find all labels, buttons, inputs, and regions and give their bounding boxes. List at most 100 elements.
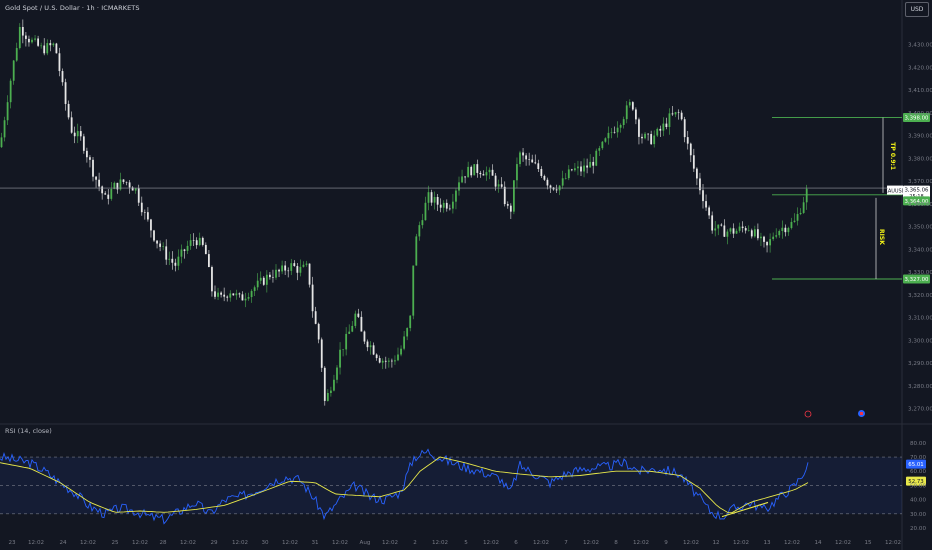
candle-body [375,354,378,359]
candle-body [787,227,790,233]
candle-body [107,194,110,199]
candle-body [46,43,49,54]
candle-body [223,294,226,297]
candle-body [509,205,512,212]
candle-body [720,224,723,226]
candle-body [28,38,30,43]
time-tick-label: 12:02 [180,540,196,546]
candle-body [595,150,598,166]
candle-body [772,236,775,240]
candle-body [134,188,137,191]
candle-body [394,360,396,362]
candle-body [67,103,70,118]
trade-overlays: TP 0.9:1 RISK 3,398.00 3,327.00 XAUUSD3,365.… [0,113,930,418]
candle-body [326,392,329,401]
time-tick-label: 12:02 [282,540,298,546]
candle-body [238,293,241,295]
candle-body [229,293,232,298]
candle-body [659,128,662,131]
candle-body [506,204,509,206]
entry-price-tag-bg [903,196,930,206]
time-tick-label: 12:02 [432,540,448,546]
time-tick-label: 12:02 [533,540,549,546]
time-tick-label: 25 [111,540,119,546]
candle-body [631,102,634,110]
candle-body [211,267,213,292]
currency-button[interactable]: USD [905,2,929,17]
candle-body [735,230,738,234]
candle-body [503,186,506,205]
price-tick-label: 3,360.00 [908,202,932,208]
price-tick-label: 3,300.00 [908,338,932,344]
price-tick-label: 3,410.00 [908,88,932,94]
candle-body [476,164,479,173]
time-tick-label: 12:02 [683,540,699,546]
candle-body [445,202,448,209]
candle-body [601,141,604,149]
candle-body [583,165,585,172]
candle-body [168,258,171,260]
candle-body [470,166,473,176]
candle-body [15,48,18,61]
candle-body [284,265,287,271]
time-tick-label: 12:02 [885,540,901,546]
candle-body [531,159,534,163]
tp-price-tag-bg [903,113,930,123]
candle-body [650,134,653,145]
candle-body [49,43,52,46]
event-flash-icon [804,410,812,418]
candle-body [113,182,116,189]
symbol-tag-bg [887,185,903,195]
candle-body [635,109,637,120]
candle-body [589,161,592,168]
candle-body [519,152,521,165]
axes: 3,430.00 3,420.00 3,410.00 3,400.00 3,390.00… [8,43,932,546]
candle-body [366,341,369,348]
candle-body [232,293,235,296]
candle-body [696,168,698,179]
candle-body [592,161,595,166]
candle-body [732,228,735,234]
time-tick-label: 13 [763,540,771,546]
candle-body [25,35,27,39]
sl-price-tag-bg [903,274,930,284]
candle-body [638,119,640,137]
candle-body [250,291,253,298]
candle-body [513,180,515,212]
candle-body [180,249,183,257]
candle-body [391,360,393,362]
candle-body [275,269,277,278]
candle-body [198,237,201,246]
candle-body [137,188,140,203]
candle-body [625,105,628,120]
candle-body [537,163,540,170]
candle-body [82,136,85,151]
candle-body [21,26,24,36]
candle-body [336,367,338,380]
candle-body [796,214,799,221]
candle-body [317,323,320,340]
rsi-value-tag: 65.01 [908,462,923,468]
rsi-indicator-label[interactable]: RSI (14, close) [5,427,52,435]
candle-body [220,292,222,295]
candle-body [287,270,290,272]
candle-body [119,179,122,190]
candle-body [439,204,442,208]
time-tick-label: 6 [514,540,518,546]
candle-body [387,360,390,362]
candle-body [381,360,384,363]
candle-body [799,212,802,215]
candle-body [656,128,659,136]
candle-body [412,265,415,316]
candle-body [717,224,720,229]
candle-body [409,315,412,329]
candle-body [613,132,616,133]
candle-body [110,188,113,199]
candle-body [320,339,323,368]
time-tick-label: 28 [159,540,167,546]
candle-body [546,179,549,186]
candle-body [177,256,180,266]
candle-body [747,230,750,231]
candle-body [272,277,274,278]
